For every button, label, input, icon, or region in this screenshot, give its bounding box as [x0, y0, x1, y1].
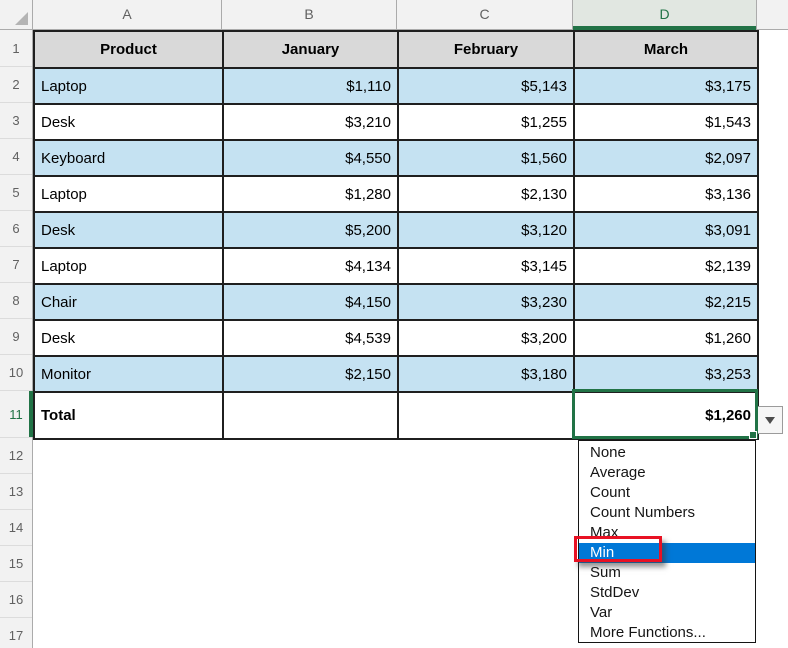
row-header-15[interactable]: 15: [0, 546, 32, 582]
cell-B5[interactable]: $1,280: [222, 175, 399, 213]
menu-item-var[interactable]: Var: [590, 604, 613, 621]
cell-C4[interactable]: $1,560: [397, 139, 575, 177]
cell-C3[interactable]: $1,255: [397, 103, 575, 141]
cell-D10[interactable]: $3,253: [573, 355, 759, 393]
cell-A10[interactable]: Monitor: [33, 355, 224, 393]
table-row-4: Keyboard $4,550 $1,560 $2,097: [33, 139, 759, 177]
cell-B8[interactable]: $4,150: [222, 283, 399, 321]
cell-D7[interactable]: $2,139: [573, 247, 759, 285]
chevron-down-icon: [765, 416, 775, 424]
column-title-march[interactable]: March: [573, 30, 759, 69]
table-row-5: Laptop $1,280 $2,130 $3,136: [33, 175, 759, 213]
fill-handle[interactable]: [749, 431, 757, 439]
menu-item-max[interactable]: Max: [590, 524, 619, 541]
menu-item-stddev[interactable]: StdDev: [590, 584, 640, 601]
row-header-strip: 1 2 3 4 5 6 7 8 9 10 11 12 13 14 15 16 17: [0, 30, 33, 648]
row-header-4[interactable]: 4: [0, 139, 32, 175]
cell-D9[interactable]: $1,260: [573, 319, 759, 357]
cell-D8[interactable]: $2,215: [573, 283, 759, 321]
cell-B4[interactable]: $4,550: [222, 139, 399, 177]
column-header-C[interactable]: C: [397, 0, 573, 29]
table-row-10: Monitor $2,150 $3,180 $3,253: [33, 355, 759, 393]
cell-B6[interactable]: $5,200: [222, 211, 399, 249]
table-row-2: Laptop $1,110 $5,143 $3,175: [33, 67, 759, 105]
cell-B2[interactable]: $1,110: [222, 67, 399, 105]
cell-C11[interactable]: [397, 391, 575, 440]
menu-item-more-functions[interactable]: More Functions...: [590, 624, 706, 641]
cell-B11[interactable]: [222, 391, 399, 440]
row-header-16[interactable]: 16: [0, 582, 32, 618]
menu-item-min[interactable]: Min: [579, 543, 755, 563]
summary-function-menu: None Average Count Count Numbers Max Min Sum St…: [578, 440, 756, 643]
row-header-1[interactable]: 1: [0, 30, 32, 67]
cell-C8[interactable]: $3,230: [397, 283, 575, 321]
cell-A11[interactable]: Total: [33, 391, 224, 440]
cell-A2[interactable]: Laptop: [33, 67, 224, 105]
cell-C7[interactable]: $3,145: [397, 247, 575, 285]
cell-A5[interactable]: Laptop: [33, 175, 224, 213]
cell-D6[interactable]: $3,091: [573, 211, 759, 249]
row-header-12[interactable]: 12: [0, 438, 32, 474]
cell-D4[interactable]: $2,097: [573, 139, 759, 177]
row-header-8[interactable]: 8: [0, 283, 32, 319]
row-header-17[interactable]: 17: [0, 618, 32, 648]
cell-A8[interactable]: Chair: [33, 283, 224, 321]
column-title-product[interactable]: Product: [33, 30, 224, 69]
cell-A3[interactable]: Desk: [33, 103, 224, 141]
select-all-triangle-icon: [15, 12, 28, 25]
cell-B10[interactable]: $2,150: [222, 355, 399, 393]
row-header-6[interactable]: 6: [0, 211, 32, 247]
table-row-3: Desk $3,210 $1,255 $1,543: [33, 103, 759, 141]
table-header-row: Product January February March: [33, 30, 759, 69]
cell-A9[interactable]: Desk: [33, 319, 224, 357]
cell-C2[interactable]: $5,143: [397, 67, 575, 105]
table-row-7: Laptop $4,134 $3,145 $2,139: [33, 247, 759, 285]
cell-B9[interactable]: $4,539: [222, 319, 399, 357]
cell-C9[interactable]: $3,200: [397, 319, 575, 357]
table-row-total: Total $1,260: [33, 391, 759, 440]
cell-D5[interactable]: $3,136: [573, 175, 759, 213]
cell-D3[interactable]: $1,543: [573, 103, 759, 141]
row-header-10[interactable]: 10: [0, 355, 32, 391]
total-row-dropdown-button[interactable]: [757, 406, 783, 434]
row-header-13[interactable]: 13: [0, 474, 32, 510]
cell-C6[interactable]: $3,120: [397, 211, 575, 249]
column-header-A[interactable]: A: [33, 0, 222, 29]
menu-item-count[interactable]: Count: [590, 484, 631, 501]
table-row-9: Desk $4,539 $3,200 $1,260: [33, 319, 759, 357]
cell-B3[interactable]: $3,210: [222, 103, 399, 141]
row-header-7[interactable]: 7: [0, 247, 32, 283]
data-table: Product January February March Laptop $1,110 $…: [33, 30, 759, 440]
row-header-2[interactable]: 2: [0, 67, 32, 103]
table-row-8: Chair $4,150 $3,230 $2,215: [33, 283, 759, 321]
cell-A7[interactable]: Laptop: [33, 247, 224, 285]
column-header-D[interactable]: D: [573, 0, 757, 30]
cell-D2[interactable]: $3,175: [573, 67, 759, 105]
row-header-9[interactable]: 9: [0, 319, 32, 355]
select-all-corner[interactable]: [0, 0, 33, 29]
menu-item-count-numbers[interactable]: Count Numbers: [590, 504, 696, 521]
cell-A6[interactable]: Desk: [33, 211, 224, 249]
cell-D11[interactable]: $1,260: [573, 391, 759, 440]
row-header-5[interactable]: 5: [0, 175, 32, 211]
cell-A4[interactable]: Keyboard: [33, 139, 224, 177]
row-header-11[interactable]: 11: [0, 391, 33, 438]
row-header-3[interactable]: 3: [0, 103, 32, 139]
cell-C10[interactable]: $3,180: [397, 355, 575, 393]
column-title-january[interactable]: January: [222, 30, 399, 69]
column-title-february[interactable]: February: [397, 30, 575, 69]
row-header-14[interactable]: 14: [0, 510, 32, 546]
menu-item-average[interactable]: Average: [590, 464, 646, 481]
menu-item-sum[interactable]: Sum: [590, 564, 621, 581]
column-header-B[interactable]: B: [222, 0, 397, 29]
table-row-6: Desk $5,200 $3,120 $3,091: [33, 211, 759, 249]
cell-C5[interactable]: $2,130: [397, 175, 575, 213]
cell-B7[interactable]: $4,134: [222, 247, 399, 285]
menu-item-none[interactable]: None: [590, 444, 626, 461]
